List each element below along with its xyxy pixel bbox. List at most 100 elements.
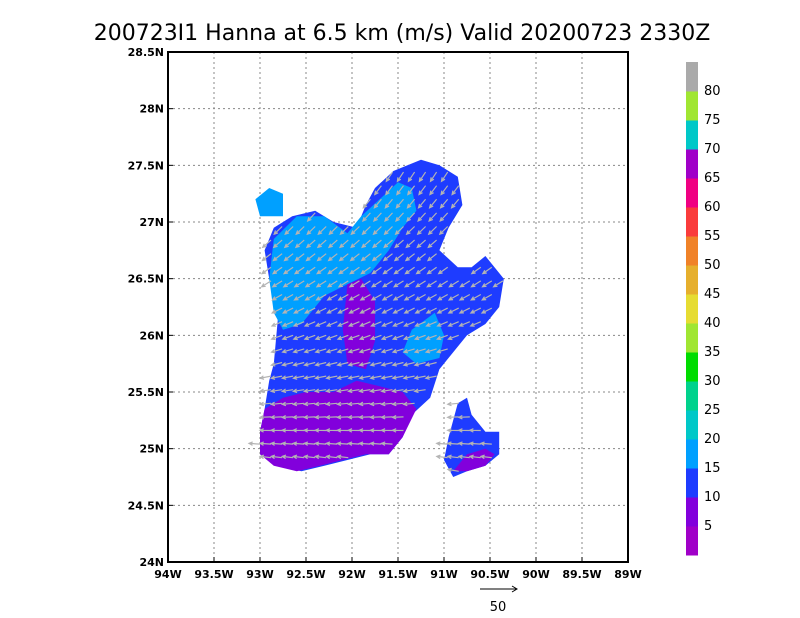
wind-vector xyxy=(292,334,305,341)
chart-title: 200723I1 Hanna at 6.5 km (m/s) Valid 202… xyxy=(94,21,711,46)
wind-vector xyxy=(360,253,371,262)
wind-vector xyxy=(468,454,481,460)
wind-vector xyxy=(362,198,371,209)
wind-vector xyxy=(347,321,360,327)
colorbar-label: 60 xyxy=(704,200,721,215)
wind-vector xyxy=(407,171,416,183)
wind-vector xyxy=(294,239,305,249)
wind-vector xyxy=(439,212,449,223)
wind-vector xyxy=(303,321,316,327)
wind-vector xyxy=(304,280,316,288)
wind-vector xyxy=(381,307,393,314)
wind-vector xyxy=(479,454,492,460)
wind-vector xyxy=(359,293,371,301)
wind-vector xyxy=(371,266,382,275)
wind-vector xyxy=(327,266,338,275)
colorbar-swatch xyxy=(686,497,698,527)
wind-vector xyxy=(435,441,448,446)
wind-vector xyxy=(325,334,338,341)
wind-vector xyxy=(470,280,482,288)
wind-vector xyxy=(480,307,493,314)
wind-vector xyxy=(292,321,305,327)
wind-vector xyxy=(451,185,460,196)
wind-vector xyxy=(368,414,382,420)
wind-vector xyxy=(446,401,459,407)
x-tick-label: 91.5W xyxy=(378,568,417,581)
wind-vector xyxy=(369,361,382,367)
wind-vector xyxy=(373,198,382,209)
wind-vector xyxy=(258,388,272,394)
wind-vector xyxy=(468,441,481,446)
wind-vector xyxy=(316,253,327,262)
wind-vector xyxy=(293,307,305,314)
wind-vector xyxy=(350,226,360,236)
colorbar-swatch xyxy=(686,410,698,440)
wind-vector xyxy=(316,239,327,249)
wind-vector xyxy=(370,293,382,301)
wind-vector xyxy=(272,253,283,262)
colorbar-swatch xyxy=(686,439,698,469)
wind-vector xyxy=(414,293,426,301)
wind-vector xyxy=(280,401,294,407)
wind-vector xyxy=(391,361,404,367)
wind-speed-field xyxy=(255,159,504,477)
wind-vector xyxy=(336,321,349,327)
wind-vector xyxy=(446,414,459,420)
wind-vector xyxy=(292,375,305,380)
wind-vector xyxy=(393,280,404,288)
wind-vector xyxy=(335,441,349,446)
wind-vector xyxy=(291,441,305,446)
wind-vector xyxy=(458,307,471,314)
wind-vector xyxy=(380,401,393,407)
wind-vector xyxy=(457,441,470,446)
wind-vector xyxy=(347,414,360,420)
colorbar-swatch xyxy=(686,265,698,295)
y-tick-label: 28N xyxy=(139,103,164,116)
wind-vector xyxy=(417,198,427,209)
wind-vector xyxy=(369,401,382,407)
x-tick-label: 91W xyxy=(430,568,457,581)
x-tick-label: 89.5W xyxy=(562,568,601,581)
wind-vector xyxy=(291,428,305,433)
wind-vector xyxy=(358,441,371,446)
wind-vector xyxy=(415,253,426,262)
wind-vector xyxy=(324,441,338,446)
wind-vector xyxy=(426,266,437,275)
wind-vector xyxy=(435,348,448,354)
wind-vector xyxy=(403,280,415,288)
wind-vector xyxy=(292,361,305,367)
wind-vector xyxy=(359,307,371,314)
wind-vector xyxy=(428,198,438,209)
colorbar-swatch xyxy=(686,468,698,498)
wind-vector xyxy=(337,293,349,301)
wind-vector xyxy=(313,428,327,433)
wind-vector xyxy=(305,266,316,275)
wind-vector xyxy=(372,226,382,236)
wind-vector xyxy=(347,334,360,341)
wind-vector xyxy=(373,185,382,196)
wind-vector xyxy=(406,212,416,223)
wind-vector xyxy=(403,307,415,314)
wind-vector xyxy=(393,266,404,275)
colorbar-label: 75 xyxy=(704,113,721,128)
wind-vector xyxy=(385,185,393,196)
region-central-light-blue-area xyxy=(402,312,444,364)
wind-vector xyxy=(396,185,404,196)
wind-vector xyxy=(407,185,416,196)
colorbar-swatch xyxy=(686,294,698,324)
wind-vector xyxy=(437,280,449,288)
wind-vector xyxy=(280,414,294,420)
wind-vector xyxy=(391,334,404,341)
wind-vector xyxy=(291,388,305,394)
wind-vector xyxy=(372,212,382,223)
wind-vector xyxy=(446,441,459,446)
wind-vector xyxy=(391,401,404,407)
wind-vector xyxy=(280,388,294,394)
wind-vector xyxy=(280,428,294,433)
wind-vector xyxy=(429,185,438,196)
colorbar-swatch xyxy=(686,381,698,411)
wind-vector xyxy=(337,280,349,288)
wind-vector xyxy=(469,293,482,301)
wind-vector xyxy=(271,280,283,288)
wind-vector xyxy=(347,441,360,446)
